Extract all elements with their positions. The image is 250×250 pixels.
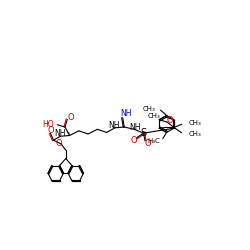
Text: CH₃: CH₃ bbox=[188, 120, 201, 126]
Text: NH: NH bbox=[120, 110, 132, 118]
Text: O: O bbox=[167, 116, 173, 125]
Text: NH: NH bbox=[129, 122, 141, 132]
Text: CH₃: CH₃ bbox=[142, 106, 155, 112]
Text: NH: NH bbox=[108, 120, 120, 130]
Text: *: * bbox=[66, 132, 70, 136]
Text: H₃C: H₃C bbox=[147, 138, 160, 144]
Text: O: O bbox=[131, 136, 138, 144]
Text: S: S bbox=[140, 128, 146, 138]
Text: O: O bbox=[55, 140, 62, 148]
Text: O: O bbox=[67, 112, 74, 122]
Text: CH₃: CH₃ bbox=[148, 113, 161, 119]
Text: O: O bbox=[47, 126, 54, 134]
Text: O: O bbox=[145, 139, 152, 148]
Text: HO: HO bbox=[42, 120, 54, 129]
Text: CH₃: CH₃ bbox=[188, 131, 201, 137]
Text: NH: NH bbox=[54, 130, 66, 138]
